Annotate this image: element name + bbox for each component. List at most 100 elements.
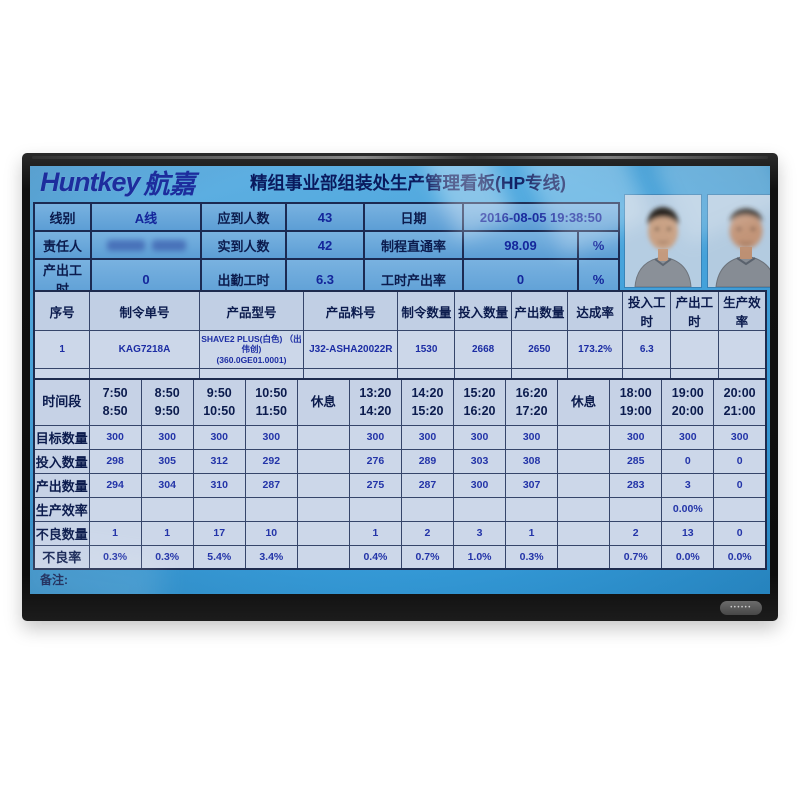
hourly-cell: 310 bbox=[192, 472, 246, 498]
hourly-cell bbox=[557, 472, 611, 498]
hourly-row-0: 目标数量 300 300 300 300 300 300 300 300 300 300 300 bbox=[33, 424, 767, 450]
line-value: A线 bbox=[90, 202, 202, 232]
order-cell bbox=[717, 330, 767, 369]
hourly-row-label: 投入数量 bbox=[33, 448, 90, 474]
info-row-line: 线别 A线 应到人数 43 日期 2016-08-05 19:38:50 bbox=[33, 202, 620, 232]
hourly-cell: 298 bbox=[88, 448, 142, 474]
hourly-col-header-9: 休息 bbox=[557, 378, 611, 426]
hourly-cell: 307 bbox=[505, 472, 559, 498]
hourly-row-label: 不良数量 bbox=[33, 520, 90, 546]
responsible-names-blurred bbox=[90, 230, 202, 260]
hourly-col-header-3: 10:50 11:50 bbox=[244, 378, 298, 426]
date-label: 日期 bbox=[363, 202, 464, 232]
hourly-cell bbox=[192, 496, 246, 522]
remark-label: 备注: bbox=[40, 573, 68, 587]
hourly-cell: 289 bbox=[400, 448, 455, 474]
serial-sticker: •••••• bbox=[720, 601, 762, 615]
hourly-cell: 13 bbox=[661, 520, 715, 546]
hourly-cell: 300 bbox=[452, 424, 507, 450]
time-period-corner-label: 时间段 bbox=[33, 378, 90, 426]
hourly-cell: 308 bbox=[505, 448, 559, 474]
hourly-cell: 0.7% bbox=[400, 544, 455, 570]
hourly-cell: 275 bbox=[348, 472, 402, 498]
blurred-name-1 bbox=[106, 239, 145, 251]
hourly-cell: 2 bbox=[609, 520, 663, 546]
hourly-cell bbox=[348, 496, 402, 522]
hourly-cell: 287 bbox=[244, 472, 298, 498]
hourly-cell: 294 bbox=[88, 472, 142, 498]
hourly-row-5: 不良率 0.3% 0.3% 5.4% 3.4% 0.4% 0.7% 1.0% 0.3% 0.7% 0… bbox=[33, 544, 767, 570]
order-cell: KAG7218A bbox=[89, 330, 200, 369]
order-col-header-3: 产品料号 bbox=[303, 290, 399, 331]
order-col-header-10: 生产效率 bbox=[717, 290, 767, 331]
order-row-0: 1 KAG7218A SHAVE2 PLUS(白色) （出伟创) (360.0GE0… bbox=[33, 330, 767, 369]
line-label: 线别 bbox=[33, 202, 92, 232]
hourly-cell bbox=[557, 424, 611, 450]
order-cell: J32-ASHA20022R bbox=[303, 330, 399, 369]
hourly-cell bbox=[557, 448, 611, 474]
order-cell bbox=[670, 330, 719, 369]
order-table: 序号 制令单号 产品型号 产品料号 制令数量 投入数量 产出数量 达成率 投入工时 产出工时 生产效… bbox=[33, 290, 767, 396]
blurred-name-group bbox=[94, 239, 198, 251]
hourly-cell: 0 bbox=[713, 472, 767, 498]
hourly-cell: 276 bbox=[348, 448, 402, 474]
hourly-cell bbox=[557, 496, 611, 522]
hourly-cell bbox=[88, 496, 142, 522]
fpy-label: 制程直通率 bbox=[363, 230, 464, 260]
order-col-header-4: 制令数量 bbox=[397, 290, 456, 331]
hourly-cell: 292 bbox=[244, 448, 298, 474]
hourly-cell bbox=[296, 472, 350, 498]
order-col-header-9: 产出工时 bbox=[670, 290, 719, 331]
hourly-body: 目标数量 300 300 300 300 300 300 300 300 300 300 300 投入数… bbox=[33, 424, 767, 570]
hourly-cell: 303 bbox=[452, 448, 507, 474]
hourly-cell: 3.4% bbox=[244, 544, 298, 570]
hourly-cell bbox=[505, 496, 559, 522]
hourly-cell: 3 bbox=[452, 520, 507, 546]
hourly-cell bbox=[713, 496, 767, 522]
hourly-cell bbox=[296, 520, 350, 546]
hourly-cell: 0.3% bbox=[140, 544, 194, 570]
hourly-cell: 305 bbox=[140, 448, 194, 474]
actual-headcount-value: 42 bbox=[285, 230, 365, 260]
hourly-cell bbox=[296, 544, 350, 570]
hourly-header-row: 时间段 7:50 8:50 8:50 9:50 9:50 10:50 10:50 11… bbox=[33, 378, 767, 426]
order-cell: 2650 bbox=[510, 330, 568, 369]
hourly-cell: 0.4% bbox=[348, 544, 402, 570]
hourly-col-header-1: 8:50 9:50 bbox=[140, 378, 194, 426]
order-cell: 1 bbox=[33, 330, 91, 369]
hourly-cell: 300 bbox=[88, 424, 142, 450]
order-col-header-0: 序号 bbox=[33, 290, 91, 331]
expected-headcount-label: 应到人数 bbox=[200, 202, 287, 232]
order-cell: 2668 bbox=[454, 330, 512, 369]
order-cell: 173.2% bbox=[566, 330, 624, 369]
hourly-cell bbox=[609, 496, 663, 522]
hourly-row-label: 生产效率 bbox=[33, 496, 90, 522]
hourly-cell bbox=[452, 496, 507, 522]
hourly-cell: 0.3% bbox=[88, 544, 142, 570]
operator-photo-right bbox=[708, 195, 770, 287]
hourly-table: 时间段 7:50 8:50 8:50 9:50 9:50 10:50 10:50 11… bbox=[33, 378, 767, 570]
info-row-responsible: 责任人 实到人数 42 制程直通率 98.09 % bbox=[33, 230, 620, 260]
hourly-cell: 3 bbox=[661, 472, 715, 498]
hourly-cell: 300 bbox=[192, 424, 246, 450]
hourly-col-header-2: 9:50 10:50 bbox=[192, 378, 246, 426]
hourly-cell: 5.4% bbox=[192, 544, 246, 570]
hourly-cell: 300 bbox=[140, 424, 194, 450]
hourly-cell: 1 bbox=[348, 520, 402, 546]
hourly-cell bbox=[296, 448, 350, 474]
hourly-cell: 300 bbox=[713, 424, 767, 450]
responsible-label: 责任人 bbox=[33, 230, 92, 260]
hourly-col-header-0: 7:50 8:50 bbox=[88, 378, 142, 426]
hourly-cell: 300 bbox=[348, 424, 402, 450]
hourly-cell: 17 bbox=[192, 520, 246, 546]
hourly-row-2: 产出数量 294 304 310 287 275 287 300 307 283 3 0 bbox=[33, 472, 767, 498]
hourly-cell: 0.7% bbox=[609, 544, 663, 570]
hourly-row-4: 不良数量 1 1 17 10 1 2 3 1 2 13 0 bbox=[33, 520, 767, 546]
fpy-unit: % bbox=[577, 230, 620, 260]
order-col-header-8: 投入工时 bbox=[622, 290, 672, 331]
hourly-cell bbox=[140, 496, 194, 522]
hourly-cell: 300 bbox=[452, 472, 507, 498]
hourly-cell: 287 bbox=[400, 472, 455, 498]
hourly-cell: 0.00% bbox=[661, 496, 715, 522]
order-col-header-5: 投入数量 bbox=[454, 290, 512, 331]
